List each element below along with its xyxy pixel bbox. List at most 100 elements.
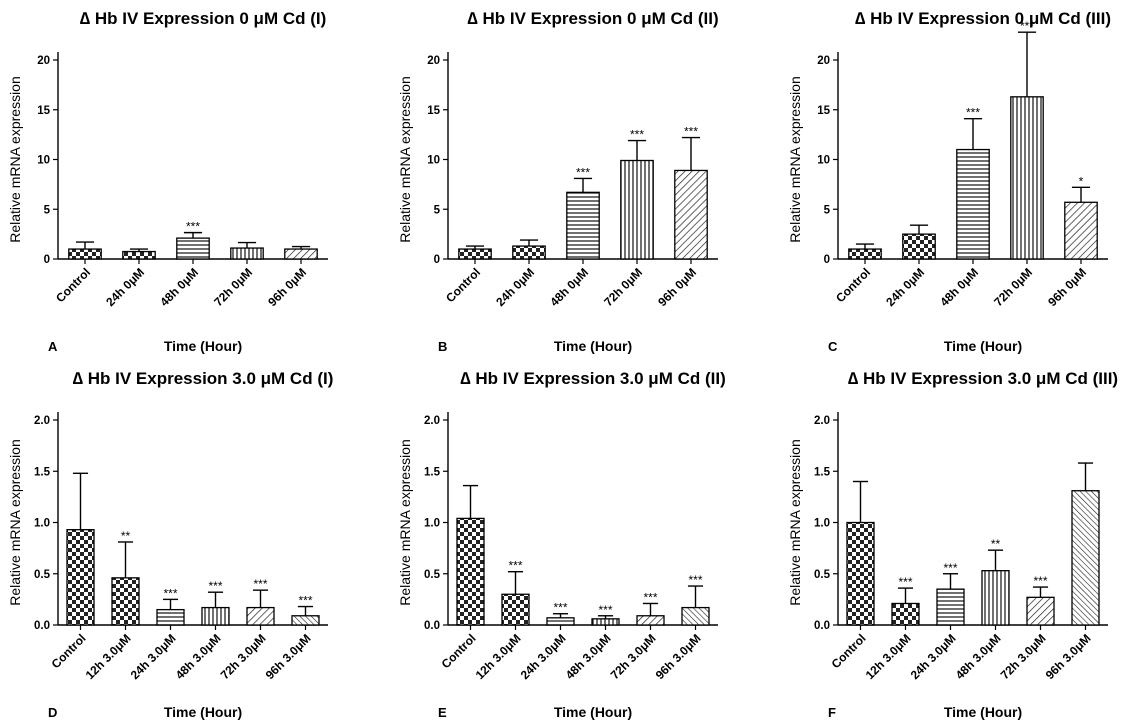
significance-marker: *** <box>208 579 222 593</box>
bar <box>68 248 102 260</box>
x-tick-label: 48h 3.0μM <box>563 631 614 682</box>
significance-marker: *** <box>688 573 702 587</box>
bar <box>230 247 264 260</box>
y-tick-label: 5 <box>434 204 441 216</box>
x-axis-label: Time (Hour) <box>554 338 632 354</box>
x-tick-label: 96h 0μM <box>655 265 699 309</box>
x-tick-label: Control <box>439 631 479 671</box>
y-tick-label: 5 <box>824 204 831 216</box>
bar <box>1026 596 1055 626</box>
y-tick-label: 0.0 <box>424 620 440 632</box>
significance-marker: *** <box>1033 574 1047 588</box>
x-tick-label: 72h 0μM <box>991 265 1035 309</box>
bar <box>246 606 275 626</box>
significance-marker: *** <box>576 165 590 179</box>
x-tick-label: 96h 3.0μM <box>263 631 314 682</box>
x-tick-label: 72h 3.0μM <box>998 631 1049 682</box>
bar <box>291 615 320 626</box>
x-tick-label: 72h 3.0μM <box>218 631 269 682</box>
x-tick-label: 24h 0μM <box>883 265 927 309</box>
y-tick-label: 0.5 <box>34 569 51 581</box>
y-tick-label: 1.5 <box>424 466 441 478</box>
y-tick-label: 1.5 <box>814 466 831 478</box>
bar <box>1064 201 1098 260</box>
significance-marker: *** <box>553 601 567 615</box>
y-tick-label: 1.5 <box>34 466 51 478</box>
significance-marker: ** <box>991 537 1001 551</box>
panel-letter: C <box>828 339 838 354</box>
bar <box>1071 490 1100 626</box>
bar <box>956 148 990 260</box>
y-tick-label: 15 <box>37 105 50 117</box>
significance-marker: *** <box>298 594 312 608</box>
bar <box>546 617 575 626</box>
chart-panel-a: ∆ Hb IV Expression 0 μM Cd (I) Relative m… <box>7 9 328 354</box>
bar <box>111 577 140 626</box>
bar <box>846 521 875 626</box>
bar <box>591 618 620 626</box>
chart-title: ∆ Hb IV Expression 3.0 μM Cd (I) <box>73 369 334 388</box>
panel-letter: D <box>48 705 57 720</box>
x-tick-label: Control <box>443 265 483 305</box>
y-tick-label: 2.0 <box>34 415 50 427</box>
bar <box>902 233 936 260</box>
x-tick-label: 96h 0μM <box>1045 265 1089 309</box>
y-tick-label: 1.0 <box>814 518 830 530</box>
x-axis-label: Time (Hour) <box>164 704 242 720</box>
y-axis-label: Relative mRNA expression <box>397 76 413 243</box>
y-tick-label: 0.5 <box>424 569 441 581</box>
x-tick-label: 96h 0μM <box>265 265 309 309</box>
bar <box>1010 96 1044 260</box>
bar <box>636 615 665 626</box>
y-tick-label: 10 <box>37 155 50 167</box>
y-tick-label: 5 <box>44 204 51 216</box>
x-tick-label: 12h 3.0μM <box>863 631 914 682</box>
y-axis-label: Relative mRNA expression <box>787 76 803 243</box>
x-tick-label: 24h 3.0μM <box>908 631 959 682</box>
y-tick-label: 2.0 <box>814 415 830 427</box>
bar <box>681 606 710 626</box>
bar <box>620 159 654 260</box>
x-tick-label: 48h 0μM <box>547 265 591 309</box>
y-tick-label: 0 <box>434 254 440 266</box>
bar <box>201 606 230 626</box>
bar <box>936 588 965 626</box>
significance-marker: *** <box>508 559 522 573</box>
y-tick-label: 10 <box>427 155 440 167</box>
x-tick-label: 48h 3.0μM <box>173 631 224 682</box>
x-tick-label: 72h 3.0μM <box>608 631 659 682</box>
x-tick-label: 24h 0μM <box>103 265 147 309</box>
bar <box>566 191 600 260</box>
panel-letter: F <box>828 705 836 720</box>
x-tick-label: 24h 3.0μM <box>128 631 179 682</box>
chart-panel-b: ∆ Hb IV Expression 0 μM Cd (II) Relative … <box>397 9 719 354</box>
bar <box>501 593 530 626</box>
chart-title: ∆ Hb IV Expression 0 μM Cd (I) <box>80 9 327 28</box>
bar <box>176 237 210 260</box>
bar <box>122 250 156 260</box>
y-axis-label: Relative mRNA expression <box>7 439 23 606</box>
x-tick-label: 48h 3.0μM <box>953 631 1004 682</box>
significance-marker: *** <box>253 577 267 591</box>
significance-marker: ** <box>121 529 131 543</box>
bar <box>66 529 95 626</box>
bar <box>284 248 318 260</box>
bar <box>512 245 546 260</box>
x-axis-label: Time (Hour) <box>944 704 1022 720</box>
y-tick-label: 1.0 <box>34 518 50 530</box>
significance-marker: *** <box>966 106 980 120</box>
chart-title: ∆ Hb IV Expression 0 μM Cd (II) <box>467 9 718 28</box>
y-tick-label: 20 <box>817 55 830 67</box>
y-axis-label: Relative mRNA expression <box>397 439 413 606</box>
bar <box>981 570 1010 626</box>
x-tick-label: 48h 0μM <box>937 265 981 309</box>
chart-title: ∆ Hb IV Expression 3.0 μM Cd (II) <box>460 369 725 388</box>
bar <box>156 608 185 626</box>
x-tick-label: Control <box>833 265 873 305</box>
panel-letter: B <box>438 339 447 354</box>
significance-marker: *** <box>643 590 657 604</box>
bar <box>674 169 708 260</box>
x-tick-label: 12h 3.0μM <box>83 631 134 682</box>
significance-marker: *** <box>630 128 644 142</box>
